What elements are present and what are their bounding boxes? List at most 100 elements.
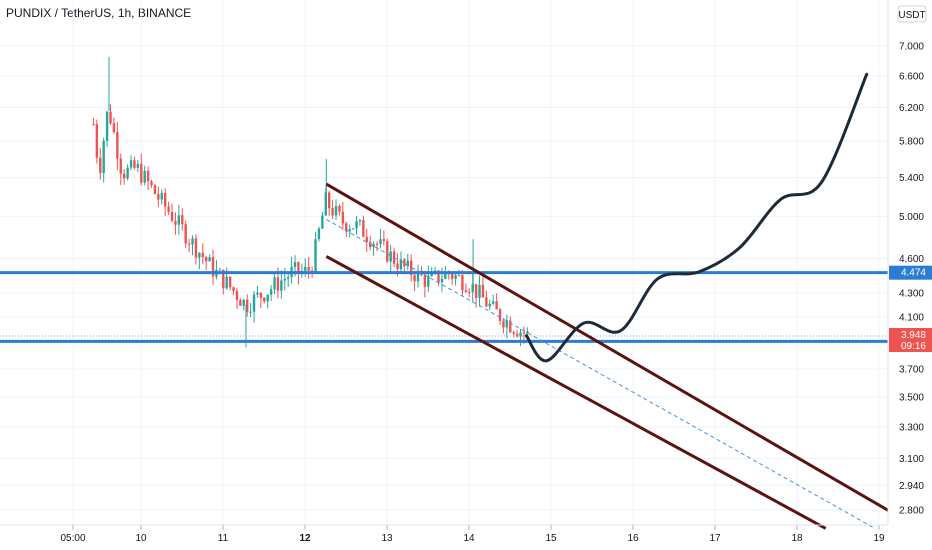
candle-body (304, 266, 307, 271)
candle-body (386, 241, 389, 262)
candle-body (225, 276, 228, 289)
candle-body (160, 192, 163, 200)
candle-body (167, 206, 170, 212)
candle-body (317, 228, 321, 240)
candle-body (136, 163, 140, 168)
candle-body (102, 140, 105, 173)
candle-body (297, 262, 300, 274)
candle-body (382, 239, 386, 242)
candle-body (269, 289, 273, 295)
candle-body (222, 269, 225, 289)
channel-layer[interactable] (325, 182, 895, 530)
price-tick-label: 4.100 (899, 312, 924, 323)
candle-body (505, 320, 509, 328)
last-price-tag-label: 3.948 (901, 330, 926, 341)
candle-body (379, 239, 382, 245)
candle-body (485, 297, 488, 307)
level-price-tag-label: 4.474 (901, 268, 926, 279)
chart-title: PUNDIX / TetherUS, 1h, BINANCE (6, 6, 192, 20)
candle-body (187, 243, 191, 245)
candle-body (348, 228, 351, 232)
time-axis-ticks[interactable]: 05:00 10 11 12 13 14 15 16 17 18 19 (60, 525, 885, 544)
price-axis[interactable] (888, 0, 932, 525)
candle-body (321, 215, 324, 229)
forecast-path[interactable] (524, 72, 869, 363)
candle-body (105, 111, 109, 141)
time-tick-label: 14 (463, 533, 475, 544)
candle-body (174, 220, 177, 225)
price-tick-label: 2.940 (899, 481, 924, 492)
channel-upper-line[interactable] (325, 182, 895, 515)
candle-body (512, 332, 515, 334)
candle-body (191, 238, 194, 245)
candle-body (276, 277, 280, 291)
candle-body (519, 332, 522, 337)
candle-body (307, 266, 310, 271)
candle-body (345, 223, 348, 232)
candle-body (450, 274, 454, 279)
candle-body (194, 238, 198, 258)
candle-body (362, 220, 365, 237)
level-price-tag (889, 265, 932, 280)
currency-badge-label: USDT (898, 10, 925, 21)
candle-body (365, 236, 368, 242)
candle-body (273, 277, 276, 290)
price-axis-ticks: 7.000 6.600 6.200 5.800 5.400 5.000 4.600 4.300… (899, 42, 924, 517)
last-price-tag (889, 328, 932, 353)
price-tick-label: 5.800 (899, 137, 924, 148)
candle-body (198, 253, 201, 258)
candle-body (95, 124, 99, 158)
candle-body (181, 215, 184, 225)
candle-body (355, 221, 358, 229)
candle-body (416, 270, 420, 282)
candle-body (170, 211, 174, 221)
candle-body (423, 275, 427, 287)
time-tick-label: 17 (709, 533, 721, 544)
time-tick-label: 15 (545, 533, 557, 544)
candle-body (150, 181, 153, 186)
candle-body (474, 283, 478, 298)
candle-body (396, 263, 399, 270)
channel-lower-line[interactable] (325, 255, 827, 530)
candle-body (468, 291, 471, 293)
candle-body (109, 111, 112, 124)
candle-body (92, 124, 95, 126)
time-tick-label: 05:00 (60, 533, 85, 544)
candle-body (133, 160, 136, 168)
candle-body (119, 158, 122, 174)
channel-mid-line[interactable] (326, 218, 876, 529)
candle-body (478, 285, 481, 298)
candle-body (440, 278, 444, 283)
candle-body (481, 285, 485, 298)
candle-body (358, 220, 362, 222)
candle-body (461, 275, 464, 291)
candle-body (153, 185, 157, 195)
candle-body (184, 224, 187, 244)
price-tick-label: 7.000 (899, 42, 924, 53)
candle-body (249, 311, 252, 313)
candle-body (116, 132, 119, 159)
candle-body (228, 276, 232, 288)
candle-body (327, 192, 331, 209)
candle-body (112, 123, 116, 133)
price-tick-label: 6.200 (899, 103, 924, 114)
candle-body (444, 272, 447, 279)
candle-body (509, 320, 512, 333)
price-tick-label: 4.600 (899, 254, 924, 265)
candle-body (129, 160, 133, 168)
candle-body (498, 309, 502, 321)
price-tick-label: 3.100 (899, 454, 924, 465)
currency-badge[interactable] (897, 5, 927, 23)
candle-body (334, 206, 338, 216)
candle-body (218, 269, 222, 271)
price-tick-label: 3.300 (899, 422, 924, 433)
candle-body (454, 275, 457, 279)
candle-body (263, 297, 266, 302)
horizontal-levels-layer[interactable] (0, 271, 888, 343)
forecast-layer[interactable] (524, 72, 869, 363)
time-tick-label: 10 (135, 533, 147, 544)
time-tick-label: 19 (873, 533, 885, 544)
candle-body (157, 194, 160, 200)
